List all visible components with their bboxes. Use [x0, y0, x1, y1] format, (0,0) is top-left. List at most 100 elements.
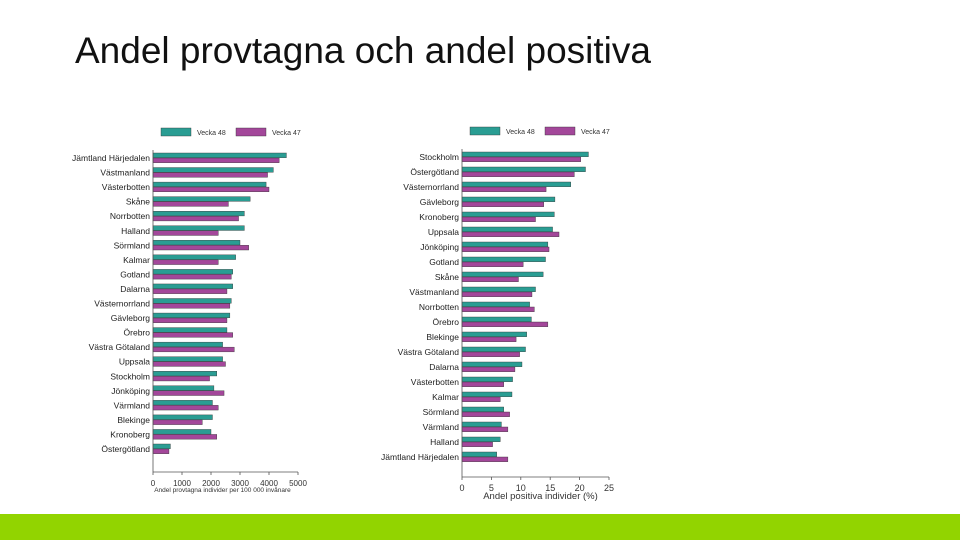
chart2-x-tick-label: 25: [604, 483, 614, 493]
chart2-bar-series1: [461, 346, 526, 352]
chart2-bar-series1: [461, 406, 504, 412]
chart2-bar-series1: [461, 451, 497, 457]
chart2-category-label: Västernorrland: [403, 182, 459, 192]
chart2-legend-label-1: Vecka 48: [506, 129, 535, 136]
chart2-bar-series1: [461, 181, 571, 187]
chart1-x-tick-label: 3000: [231, 479, 249, 488]
chart2-category-label: Västerbotten: [411, 377, 459, 387]
chart1-category-label: Dalarna: [120, 284, 150, 294]
chart1-bar-series2: [152, 288, 228, 294]
chart2-legend-swatch-2: [544, 126, 576, 136]
chart1-bar-series1: [152, 414, 213, 420]
chart1-bar-series1: [152, 443, 171, 449]
chart2-bar-series1: [461, 256, 546, 262]
chart2-bar-series1: [461, 316, 532, 322]
chart2-category-label: Uppsala: [428, 227, 459, 237]
chart1-bar-series1: [152, 269, 233, 275]
chart1-category-label: Uppsala: [119, 357, 150, 367]
chart2-bar-series2: [461, 321, 549, 327]
chart1-bar-series2: [152, 245, 249, 251]
chart1-bar-series1: [152, 371, 217, 377]
chart2-bar-series1: [461, 196, 556, 202]
chart1-legend-label-1: Vecka 48: [197, 130, 226, 137]
chart2-bar-series1: [461, 286, 536, 292]
chart1-bar-series2: [152, 186, 270, 193]
chart1-category-label: Sörmland: [114, 240, 151, 250]
chart1-bar-series2: [152, 274, 232, 280]
chart2-category-label: Dalarna: [429, 362, 459, 372]
chart1-bar-series2: [152, 405, 219, 411]
chart2-bar-series2: [461, 366, 516, 372]
chart2-x-tick-label: 20: [575, 483, 585, 493]
chart1-category-label: Skåne: [126, 197, 150, 207]
chart2-bar-series2: [461, 261, 524, 267]
chart2-bar-series2: [461, 231, 560, 237]
chart2-category-label: Norrbotten: [419, 302, 459, 312]
chart1-category-label: Kronoberg: [110, 429, 150, 439]
chart1-bar-series2: [152, 448, 170, 454]
chart1-bar-series1: [152, 210, 245, 217]
chart2-category-label: Blekinge: [426, 332, 459, 342]
chart2-category-label: Jönköping: [420, 242, 459, 252]
chart1-bar-series2: [152, 434, 217, 440]
chart1-x-tick-label: 5000: [289, 479, 307, 488]
chart2-bar-series2: [461, 216, 536, 222]
chart2-category-label: Kronoberg: [419, 212, 459, 222]
chart2-bar-series2: [461, 156, 581, 162]
chart1-category-label: Västernorrland: [94, 299, 150, 309]
chart2-bar-series2: [461, 201, 544, 207]
chart2-bar-series2: [461, 276, 519, 282]
chart2-category-label: Halland: [430, 437, 459, 447]
chart1-category-label: Örebro: [124, 328, 151, 338]
chart1-bar-series1: [152, 298, 232, 304]
chart1-category-label: Västmanland: [100, 168, 150, 178]
chart2-bar-series2: [461, 426, 509, 432]
chart2-category-label: Sörmland: [423, 407, 460, 417]
chart1-bar-series1: [152, 312, 231, 318]
chart2-bar-series1: [461, 421, 502, 427]
chart1-category-label: Östergötland: [101, 444, 150, 454]
chart2-category-label: Skåne: [435, 272, 459, 282]
chart1-bar-series2: [152, 376, 210, 382]
chart1-category-label: Norrbotten: [110, 211, 150, 221]
chart1-bar-series2: [152, 157, 280, 163]
chart2-x-tick-label: 10: [516, 483, 526, 493]
chart2-bar-series1: [461, 211, 555, 217]
chart1-x-tick-label: 0: [151, 479, 156, 488]
chart1-x-tick-label: 4000: [260, 479, 278, 488]
chart1-bar-series1: [152, 254, 236, 260]
chart1-category-label: Gotland: [120, 269, 150, 279]
chart1-x-tick-label: 2000: [202, 479, 220, 488]
chart1-bar-series1: [152, 429, 212, 435]
chart1-bar-series1: [152, 341, 223, 348]
chart2-bar-series2: [461, 186, 547, 192]
chart1-category-label: Stockholm: [110, 371, 150, 381]
chart2-category-label: Jämtland Härjedalen: [381, 452, 459, 462]
chart1-category-label: Värmland: [114, 400, 151, 410]
chart1-category-label: Jämtland Härjedalen: [72, 153, 150, 163]
chart2-bar-series1: [461, 271, 544, 277]
chart2-category-label: Stockholm: [419, 152, 459, 162]
chart1-bar-series1: [152, 181, 267, 188]
chart1-bar-series2: [152, 332, 233, 338]
chart2-bar-series2: [461, 441, 493, 447]
chart1-category-label: Jönköping: [111, 386, 150, 396]
chart1-bar-series1: [152, 356, 223, 362]
chart1-bar-series1: [152, 225, 245, 231]
chart2-bar-series1: [461, 226, 553, 232]
chart2-bar-series2: [461, 396, 501, 402]
chart2-bar-series1: [461, 166, 586, 172]
chart1-category-label: Halland: [121, 226, 150, 236]
chart1-category-label: Blekinge: [117, 415, 150, 425]
chart1-bar-series1: [152, 240, 241, 246]
chart2-category-label: Värmland: [423, 422, 460, 432]
chart1-bar-series1: [152, 385, 215, 391]
chart1-bar-series2: [152, 419, 203, 425]
chart2-bar-series2: [461, 246, 550, 252]
chart2-legend-label-2: Vecka 47: [581, 129, 610, 136]
chart2-bar-series2: [461, 306, 535, 312]
chart2-bar-series2: [461, 336, 517, 342]
chart2-bar-series2: [461, 291, 533, 297]
chart1-bar-series1: [152, 327, 228, 333]
